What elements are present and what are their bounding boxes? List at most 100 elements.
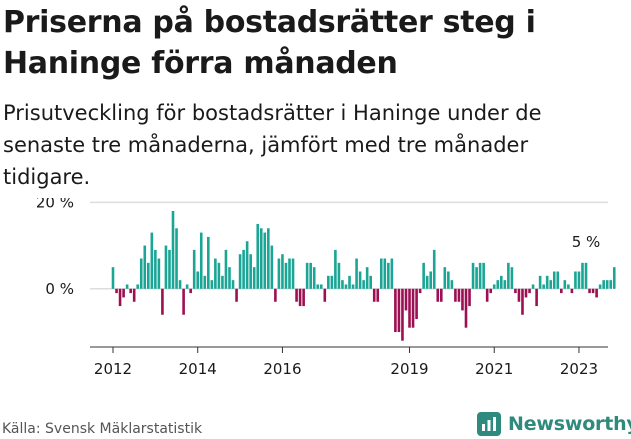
bar bbox=[545, 275, 549, 289]
brand-logo[interactable]: Newsworthy bbox=[476, 410, 631, 438]
bar bbox=[443, 267, 447, 289]
bar bbox=[369, 275, 372, 289]
bar bbox=[221, 275, 224, 289]
bar bbox=[425, 275, 429, 289]
bar bbox=[510, 267, 514, 289]
bar bbox=[355, 258, 358, 289]
bar bbox=[168, 249, 171, 289]
bar-chart: 20 % 0 % 2012 2014 2016 2019 2021 2023 5 % bbox=[36, 198, 616, 378]
bar bbox=[139, 258, 143, 289]
bar bbox=[563, 280, 567, 289]
bar bbox=[418, 288, 422, 294]
bar bbox=[591, 288, 595, 294]
bar bbox=[411, 288, 415, 328]
bar bbox=[348, 275, 351, 289]
bar bbox=[401, 288, 404, 341]
bar bbox=[242, 249, 245, 289]
bar bbox=[161, 288, 164, 315]
bar bbox=[302, 288, 305, 307]
bar bbox=[517, 288, 521, 302]
bar bbox=[514, 288, 517, 294]
bar bbox=[288, 258, 291, 289]
bar bbox=[365, 267, 369, 289]
bar bbox=[379, 258, 383, 289]
newsworthy-logo-icon bbox=[477, 412, 501, 436]
bar bbox=[570, 288, 574, 294]
bar bbox=[129, 288, 132, 294]
bar bbox=[316, 284, 320, 289]
bar bbox=[609, 280, 613, 289]
x-tick-label: 2019 bbox=[390, 360, 428, 378]
bar bbox=[207, 236, 210, 289]
bar bbox=[203, 275, 207, 289]
bar bbox=[118, 288, 122, 307]
bar bbox=[574, 271, 577, 289]
bar bbox=[122, 288, 125, 298]
bar bbox=[454, 288, 457, 302]
bar bbox=[383, 258, 387, 289]
bar bbox=[136, 284, 140, 289]
bar bbox=[210, 280, 214, 289]
bar bbox=[535, 288, 538, 307]
bar bbox=[500, 275, 503, 289]
chart-title: Priserna på bostadsrätter steg i Haninge… bbox=[3, 5, 536, 81]
bar bbox=[478, 262, 482, 289]
x-tick-label: 2021 bbox=[475, 360, 513, 378]
bar bbox=[598, 284, 602, 289]
bar bbox=[612, 267, 616, 289]
bar bbox=[528, 288, 531, 294]
bar bbox=[150, 232, 154, 289]
bar bbox=[252, 267, 256, 289]
x-tick-label: 2016 bbox=[263, 360, 301, 378]
bar bbox=[468, 288, 471, 307]
bar bbox=[298, 288, 302, 307]
bar bbox=[249, 254, 252, 289]
bar bbox=[319, 284, 323, 289]
chart-subtitle: Prisutveckling för bostadsrätter i Hanin… bbox=[3, 101, 542, 189]
bar bbox=[305, 262, 309, 289]
bar bbox=[267, 228, 270, 289]
bar bbox=[245, 241, 249, 289]
bar bbox=[376, 288, 380, 302]
y-tick-label: 20 % bbox=[36, 198, 74, 211]
bar bbox=[581, 262, 584, 289]
bar bbox=[217, 262, 221, 289]
bar bbox=[327, 275, 330, 289]
bar bbox=[351, 284, 355, 289]
bar bbox=[199, 232, 203, 289]
bar bbox=[450, 280, 454, 289]
bar bbox=[192, 249, 196, 289]
bar bbox=[485, 288, 489, 302]
bar bbox=[263, 232, 267, 289]
y-tick-label: 0 % bbox=[45, 280, 74, 298]
bar bbox=[489, 288, 493, 294]
bar bbox=[464, 288, 468, 328]
bar bbox=[312, 267, 316, 289]
bar bbox=[457, 288, 461, 302]
bar bbox=[475, 267, 478, 289]
bar bbox=[560, 288, 563, 294]
x-tick-label: 2014 bbox=[179, 360, 217, 378]
bar bbox=[147, 262, 150, 289]
bar bbox=[482, 262, 485, 289]
x-tick-label: 2012 bbox=[94, 360, 132, 378]
source-note: Källa: Svensk Mäklarstatistik bbox=[2, 421, 203, 437]
bar bbox=[309, 262, 312, 289]
bar bbox=[408, 288, 411, 328]
bar bbox=[111, 267, 115, 289]
bar bbox=[404, 288, 408, 311]
bar bbox=[189, 288, 192, 294]
bar bbox=[447, 271, 450, 289]
bar bbox=[284, 262, 288, 289]
bar bbox=[344, 284, 348, 289]
bar bbox=[175, 228, 178, 289]
bar bbox=[132, 288, 136, 302]
bar bbox=[115, 288, 118, 294]
bar bbox=[334, 249, 337, 289]
bar bbox=[235, 288, 238, 302]
bar bbox=[270, 245, 274, 289]
bar bbox=[330, 275, 334, 289]
bar bbox=[196, 271, 200, 289]
bar bbox=[154, 249, 157, 289]
bar bbox=[415, 288, 418, 320]
